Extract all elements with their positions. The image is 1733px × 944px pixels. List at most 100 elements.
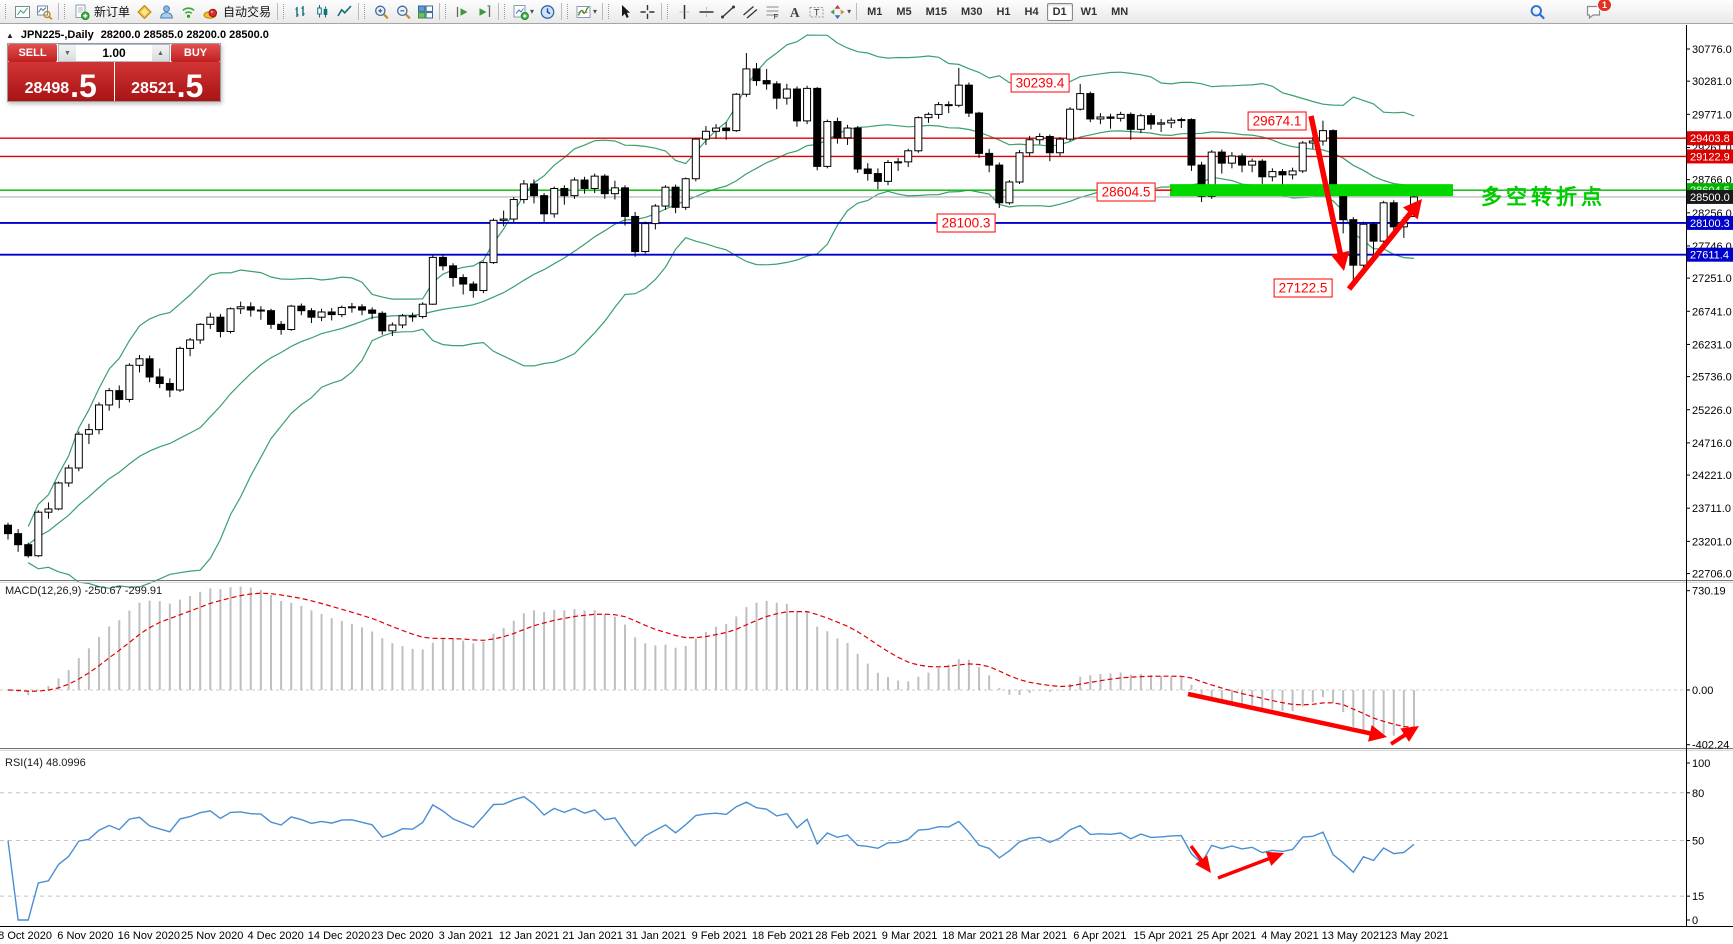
toolbar-group-handle[interactable]	[667, 4, 671, 19]
search-button[interactable]	[1526, 2, 1548, 22]
signals-button[interactable]	[177, 2, 199, 22]
date-tick-label: 25 Nov 2020	[181, 930, 243, 942]
trend-line-button[interactable]	[717, 2, 739, 22]
price-callout[interactable]: 29674.1	[1247, 111, 1307, 131]
volume-decrease-button[interactable]: ▼	[59, 45, 76, 61]
zoom-in-button[interactable]	[370, 2, 392, 22]
text-label-button[interactable]: T	[805, 2, 827, 22]
new-chart-button[interactable]: ▾	[510, 2, 536, 22]
timeframe-d1-button[interactable]: D1	[1046, 2, 1073, 21]
clock-button[interactable]	[536, 2, 558, 22]
candle-body	[894, 161, 903, 164]
line-chart-button[interactable]	[333, 2, 355, 22]
tile-windows-button[interactable]	[414, 2, 436, 22]
macd-axis-label: 0.00	[1692, 685, 1713, 697]
toolbar-separator	[498, 3, 500, 20]
toolbar-group-handle[interactable]	[5, 4, 9, 19]
gold-deposit-button[interactable]	[133, 2, 155, 22]
support-zone-bar[interactable]	[1170, 184, 1453, 197]
timeframe-m5-button[interactable]: M5	[890, 3, 917, 21]
candlestick-chart-button[interactable]	[311, 2, 333, 22]
arrows-button[interactable]: ▾	[827, 2, 853, 22]
price-callout[interactable]: 28604.5	[1096, 182, 1156, 202]
buy-button[interactable]: BUY	[171, 44, 220, 62]
price-tick-label: 22706.0	[1692, 569, 1732, 581]
trade-buttons-row: SELL ▼ 1.00 ▲ BUY	[8, 44, 220, 62]
rsi-line	[7, 795, 1415, 921]
new-order-button[interactable]	[70, 2, 92, 22]
toolbar-group-handle[interactable]	[445, 4, 449, 19]
annotation-arrow[interactable]	[1389, 731, 1409, 746]
candle-body	[1359, 223, 1368, 266]
candle-body	[742, 68, 751, 95]
candle-body	[438, 256, 447, 267]
price-badge-label: 28500.0	[1690, 192, 1730, 204]
auto-trading-button[interactable]	[199, 2, 221, 22]
candle-body	[529, 183, 538, 197]
cursor-button[interactable]	[614, 2, 636, 22]
toolbar-group-handle[interactable]	[567, 4, 571, 19]
price-tick-label: 25736.0	[1692, 372, 1732, 384]
equidistant-channel-button[interactable]	[739, 2, 761, 22]
price-callout[interactable]: 30239.4	[1010, 73, 1070, 93]
candle-body	[378, 312, 387, 332]
candle-body	[449, 265, 458, 279]
buy-price[interactable]: 28521.5	[114, 62, 220, 102]
volume-increase-button[interactable]: ▲	[152, 45, 169, 61]
zoom-out-button[interactable]	[392, 2, 414, 22]
chart-preview-button[interactable]	[33, 2, 55, 22]
date-tick-label: 14 Dec 2020	[308, 930, 370, 942]
candle-body	[155, 376, 164, 384]
candle-body	[469, 283, 478, 292]
annotation-arrow[interactable]	[1217, 856, 1272, 880]
one-click-toggle[interactable]: ▲	[6, 30, 14, 40]
candle-body	[84, 429, 93, 435]
toolbar-group-handle[interactable]	[283, 4, 287, 19]
annotation-arrow[interactable]	[1187, 691, 1374, 737]
annotation-arrowhead	[1195, 855, 1211, 873]
vertical-line-button[interactable]	[673, 2, 695, 22]
community-button[interactable]	[155, 2, 177, 22]
turning-point-annotation[interactable]: 多空转折点	[1481, 186, 1606, 209]
toolbar-group-handle[interactable]	[364, 4, 368, 19]
indicators-button[interactable]: ▾	[573, 2, 599, 22]
annotation-arrow[interactable]	[1308, 115, 1344, 257]
timeframe-m15-button[interactable]: M15	[920, 3, 953, 21]
auto-scroll-button[interactable]	[451, 2, 473, 22]
timeframe-m1-button[interactable]: M1	[861, 3, 888, 21]
fibonacci-button[interactable]: F	[761, 2, 783, 22]
sell-price[interactable]: 28498.5	[8, 62, 114, 102]
toolbar-group-handle[interactable]	[608, 4, 612, 19]
date-tick-label: 3 Jan 2021	[439, 930, 493, 942]
timeframe-h4-button[interactable]: H4	[1019, 3, 1045, 21]
bar-chart-button[interactable]	[289, 2, 311, 22]
horizontal-line-button[interactable]	[695, 2, 717, 22]
text-button[interactable]: A	[783, 2, 805, 22]
candle-body	[165, 382, 174, 391]
toolbar-group-handle[interactable]	[64, 4, 68, 19]
candle-body	[1025, 139, 1034, 154]
volume-control: ▼ 1.00 ▲	[58, 44, 170, 62]
equidistant-channel-icon	[742, 5, 757, 18]
timeframe-mn-button[interactable]: MN	[1105, 3, 1134, 21]
candle-body	[489, 219, 498, 264]
price-callout[interactable]: 28100.3	[936, 213, 996, 233]
timeframe-m30-button[interactable]: M30	[955, 3, 988, 21]
candle-body	[873, 173, 882, 182]
chart-title-bar: ▲ JPN225-,Daily 28200.0 28585.0 28200.0 …	[6, 29, 269, 41]
candle-body	[236, 306, 245, 310]
toolbar-group-handle[interactable]	[504, 4, 508, 19]
timeframe-w1-button[interactable]: W1	[1075, 3, 1104, 21]
annotation-arrow[interactable]	[1189, 844, 1205, 864]
crosshair-button[interactable]	[636, 2, 658, 22]
shift-chart-button[interactable]	[473, 2, 495, 22]
timeframe-h1-button[interactable]: H1	[990, 3, 1016, 21]
toolbar-separator	[58, 3, 59, 20]
charts-panel-button[interactable]	[11, 2, 33, 22]
price-callout[interactable]: 27122.5	[1273, 278, 1333, 298]
notification-badge: 1	[1596, 0, 1612, 12]
sell-button[interactable]: SELL	[8, 44, 57, 62]
volume-input[interactable]: 1.00	[76, 45, 152, 61]
annotation-arrow[interactable]	[1346, 209, 1415, 291]
